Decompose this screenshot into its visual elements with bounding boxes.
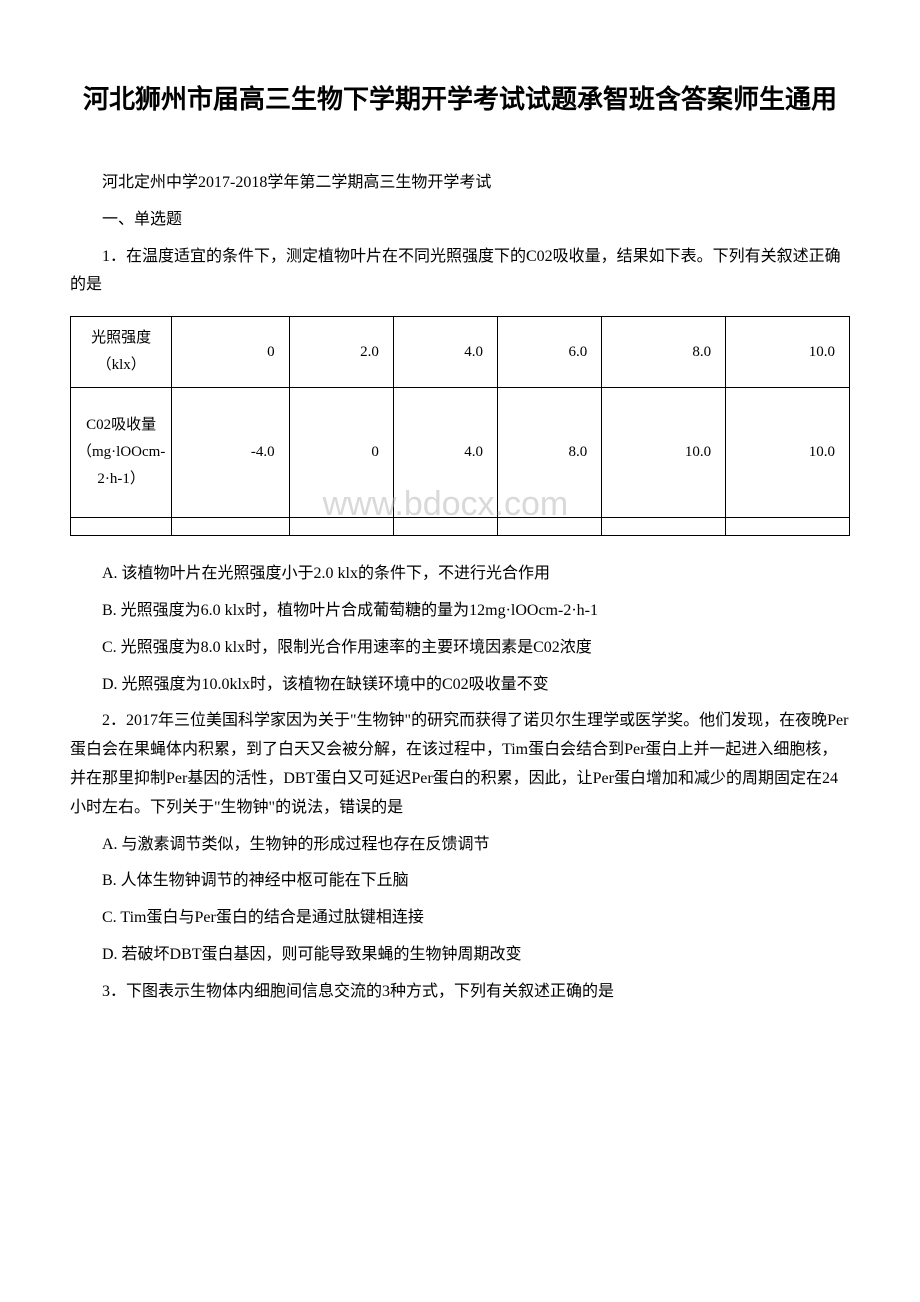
table-cell: 10.0	[726, 317, 850, 388]
table-cell: -4.0	[172, 388, 289, 518]
question-2-stem: 2．2017年三位美国科学家因为关于"生物钟"的研究而获得了诺贝尔生理学或医学奖…	[70, 707, 850, 822]
question-1-option-a: A. 该植物叶片在光照强度小于2.0 klx的条件下，不进行光合作用	[70, 560, 850, 589]
question-2-option-d: D. 若破坏DBT蛋白基因，则可能导致果蝇的生物钟周期改变	[70, 941, 850, 970]
question-2-option-c: C. Tim蛋白与Per蛋白的结合是通过肽键相连接	[70, 904, 850, 933]
question-1-table-wrapper: 光照强度（klx） 0 2.0 4.0 6.0 8.0 10.0 C02吸收量（…	[70, 316, 850, 536]
table-cell: 10.0	[726, 388, 850, 518]
table-cell-empty	[71, 518, 172, 536]
table-cell: 8.0	[602, 317, 726, 388]
document-title: 河北狮州市届高三生物下学期开学考试试题承智班含答案师生通用	[70, 80, 850, 119]
section-label: 一、单选题	[70, 206, 850, 235]
question-3-stem: 3．下图表示生物体内细胞间信息交流的3种方式，下列有关叙述正确的是	[70, 978, 850, 1007]
table-cell-empty	[726, 518, 850, 536]
question-1-option-b: B. 光照强度为6.0 klx时，植物叶片合成葡萄糖的量为12mg·lOOcm-…	[70, 597, 850, 626]
table-cell: 4.0	[393, 388, 497, 518]
table-cell: 4.0	[393, 317, 497, 388]
question-1-option-c: C. 光照强度为8.0 klx时，限制光合作用速率的主要环境因素是C02浓度	[70, 634, 850, 663]
table-cell-empty	[289, 518, 393, 536]
table-cell-empty: www.bdocx.com	[393, 518, 497, 536]
table-cell: 8.0	[498, 388, 602, 518]
table-cell-empty	[172, 518, 289, 536]
table-row-empty: www.bdocx.com	[71, 518, 850, 536]
document-subtitle: 河北定州中学2017-2018学年第二学期高三生物开学考试	[70, 169, 850, 198]
table-cell-empty	[498, 518, 602, 536]
table-cell: 6.0	[498, 317, 602, 388]
table-row-header: 光照强度（klx）	[71, 317, 172, 388]
table-cell: 0	[289, 388, 393, 518]
question-1-option-d: D. 光照强度为10.0klx时，该植物在缺镁环境中的C02吸收量不变	[70, 671, 850, 700]
question-2-option-a: A. 与激素调节类似，生物钟的形成过程也存在反馈调节	[70, 831, 850, 860]
table-cell: 2.0	[289, 317, 393, 388]
table-cell: 0	[172, 317, 289, 388]
question-2-option-b: B. 人体生物钟调节的神经中枢可能在下丘脑	[70, 867, 850, 896]
table-row-header: C02吸收量（mg·lOOcm-2·h-1）	[71, 388, 172, 518]
table-row: 光照强度（klx） 0 2.0 4.0 6.0 8.0 10.0	[71, 317, 850, 388]
table-cell: 10.0	[602, 388, 726, 518]
question-1-stem: 1．在温度适宜的条件下，测定植物叶片在不同光照强度下的C02吸收量，结果如下表。…	[70, 243, 850, 301]
question-1-table: 光照强度（klx） 0 2.0 4.0 6.0 8.0 10.0 C02吸收量（…	[70, 316, 850, 536]
table-cell-empty	[602, 518, 726, 536]
table-row: C02吸收量（mg·lOOcm-2·h-1） -4.0 0 4.0 8.0 10…	[71, 388, 850, 518]
